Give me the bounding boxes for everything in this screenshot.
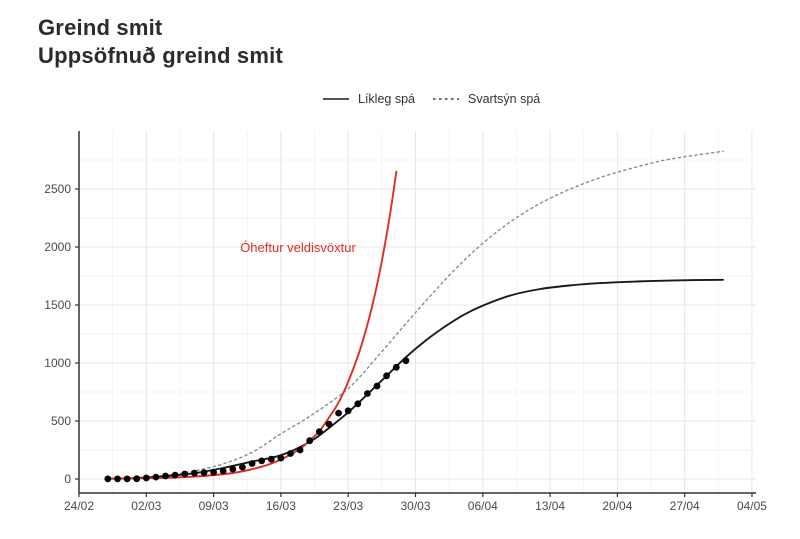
y-tick-label: 2500: [44, 182, 71, 196]
y-tick-label: 2000: [44, 240, 71, 254]
y-tick-label: 0: [64, 472, 71, 486]
data-point: [142, 474, 150, 482]
data-point: [200, 469, 208, 476]
data-point: [219, 467, 227, 475]
data-point: [364, 390, 371, 397]
data-point: [258, 457, 266, 465]
data-point: [277, 454, 285, 462]
exponential-growth-line: [106, 170, 398, 480]
x-tick-label: 13/04: [535, 499, 565, 513]
dotted-line-key-icon: [432, 98, 459, 100]
data-point: [229, 465, 237, 473]
data-point: [296, 446, 304, 454]
data-point: [133, 475, 141, 483]
x-tick-label: 02/03: [131, 499, 161, 513]
data-point: [316, 428, 323, 435]
pessimistic-forecast-line: [107, 150, 724, 480]
chart-title: Greind smit Uppsöfnuð greind smit: [38, 14, 283, 70]
legend-label-svartsyn-spa: Svartsýn spá: [467, 92, 541, 106]
legend-label-likleg-spa: Líkleg spá: [358, 92, 415, 106]
data-point: [344, 407, 352, 415]
data-point: [306, 437, 314, 445]
x-tick-label: 27/04: [670, 499, 700, 513]
solid-line-key-icon: [323, 98, 349, 100]
x-tick-label: 20/04: [602, 499, 632, 513]
data-point: [402, 357, 410, 365]
data-point: [335, 409, 342, 417]
data-point: [354, 400, 362, 408]
x-tick-label: 06/04: [468, 499, 498, 513]
data-point: [152, 473, 160, 481]
y-tick-label: 1500: [44, 298, 71, 312]
x-tick-label: 04/05: [737, 499, 767, 513]
data-point: [287, 450, 294, 457]
data-point: [210, 468, 218, 476]
data-point: [267, 455, 275, 463]
x-tick-label: 23/03: [333, 499, 363, 513]
data-point: [104, 475, 112, 483]
x-tick-label: 24/02: [64, 499, 94, 513]
data-point: [239, 463, 246, 471]
data-point: [383, 372, 390, 380]
legend-item-likleg-spa: Líkleg spá: [323, 92, 415, 106]
data-point: [248, 460, 256, 467]
x-tick-label: 30/03: [400, 499, 430, 513]
chart-legend: Líkleg spá Svartsýn spá: [323, 92, 540, 106]
exponential-growth-annotation: Óheftur veldisvöxtur: [240, 240, 356, 255]
data-point: [373, 382, 381, 390]
data-point: [325, 420, 333, 428]
data-point: [191, 469, 198, 477]
data-point: [392, 363, 400, 371]
data-point: [114, 475, 121, 483]
chart-title-line1: Greind smit: [38, 15, 163, 40]
data-point: [162, 472, 169, 480]
legend-item-svartsyn-spa: Svartsýn spá: [432, 92, 541, 106]
x-tick-label: 16/03: [266, 499, 296, 513]
data-point: [123, 475, 131, 483]
x-tick-label: 09/03: [199, 499, 229, 513]
y-tick-label: 500: [51, 414, 71, 428]
y-tick-label: 1000: [44, 356, 71, 370]
data-point: [181, 470, 189, 478]
chart-title-line2: Uppsöfnuð greind smit: [38, 43, 283, 68]
data-point: [171, 471, 179, 479]
